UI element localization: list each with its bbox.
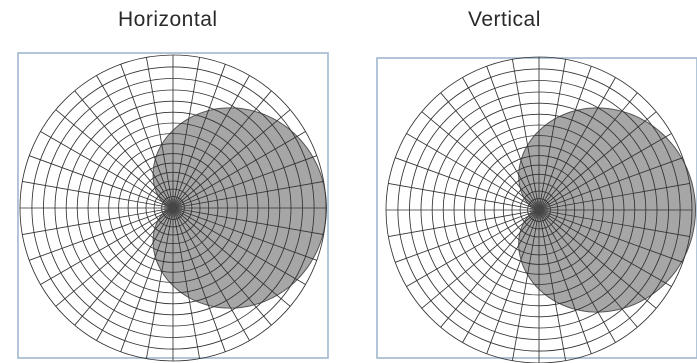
polar-grid-spoke (22, 180, 174, 209)
polar-grid-spoke (172, 57, 201, 209)
polar-grid-spoke (440, 92, 540, 211)
polar-grid-spoke (145, 57, 174, 209)
polar-grid-spoke (538, 209, 592, 354)
polar-grid-spoke (538, 77, 616, 211)
polar-grid-spoke (22, 207, 174, 236)
polar-grid-spoke (486, 209, 540, 354)
polar-grid-spoke (40, 131, 174, 209)
polar-grid-spoke (96, 207, 174, 341)
polar-grid-spoke (172, 75, 250, 209)
polar-grid-spoke (172, 207, 250, 341)
polar-grid-spoke (172, 207, 317, 261)
polar-grid-spoke (395, 157, 540, 211)
polar-grid-spoke (172, 207, 226, 352)
polar-grid-spoke (538, 92, 638, 211)
polar-grid-spoke (538, 157, 683, 211)
polar-grid-spoke (538, 182, 690, 211)
polar-center (164, 199, 182, 217)
polar-grid-spoke (511, 209, 540, 361)
polar-grid-spoke (406, 209, 540, 287)
polar-grid-spoke (538, 59, 567, 211)
polar-grid-spoke (120, 207, 174, 352)
polar-grid-spoke (395, 209, 540, 263)
polar-grid-spoke (172, 207, 201, 359)
polar-chart-horizontal (17, 52, 329, 362)
polar-grid-spoke (40, 207, 174, 285)
polar-grid-spoke (172, 207, 291, 307)
polar-grid-spoke (538, 209, 683, 263)
polar-grid-spoke (406, 133, 540, 211)
polar-grid-spoke (55, 109, 174, 209)
polar-grid-spoke (538, 133, 672, 211)
polar-grid-spoke (511, 59, 540, 211)
polar-grid-spoke (172, 207, 272, 326)
polar-grid-spoke (55, 207, 174, 307)
polar-grid-spoke (172, 207, 306, 285)
polar-grid-spoke (538, 111, 657, 211)
polar-grid-spoke (172, 109, 291, 209)
polar-grid-spoke (538, 66, 592, 211)
polar-grid-spoke (172, 90, 272, 209)
polar-grid-spoke (486, 66, 540, 211)
polar-grid-spoke (29, 155, 174, 209)
polar-grid-spoke (388, 182, 540, 211)
polar-grid-spoke (421, 111, 540, 211)
polar-grid-spoke (172, 64, 226, 209)
polar-grid-spoke (538, 209, 616, 343)
polar-grid-spoke (29, 207, 174, 261)
polar-grid-spoke (172, 207, 324, 236)
polar-grid-spoke (538, 209, 657, 309)
polar-grid-spoke (120, 64, 174, 209)
polar-center (530, 201, 548, 219)
chart-title-horizontal: Horizontal (118, 8, 218, 31)
polar-grid-spoke (538, 209, 638, 328)
chart-frame (376, 57, 697, 359)
polar-grid-spoke (462, 209, 540, 343)
polar-grid-spoke (172, 131, 306, 209)
polar-grid-spoke (421, 209, 540, 309)
polar-chart-vertical (376, 56, 697, 363)
polar-grid-spoke (74, 207, 174, 326)
polar-grid-spoke (388, 209, 540, 238)
polar-grid-spoke (462, 77, 540, 211)
polar-grid-spoke (538, 209, 672, 287)
polar-grid-spoke (440, 209, 540, 328)
polar-grid-spoke (538, 209, 690, 238)
polar-grid-spoke (172, 180, 324, 209)
polar-grid-spoke (145, 207, 174, 359)
polar-grid-spoke (172, 155, 317, 209)
polar-grid-spoke (74, 90, 174, 209)
polar-grid-spoke (96, 75, 174, 209)
polar-grid-spoke (538, 209, 567, 361)
chart-title-vertical: Vertical (468, 8, 541, 31)
